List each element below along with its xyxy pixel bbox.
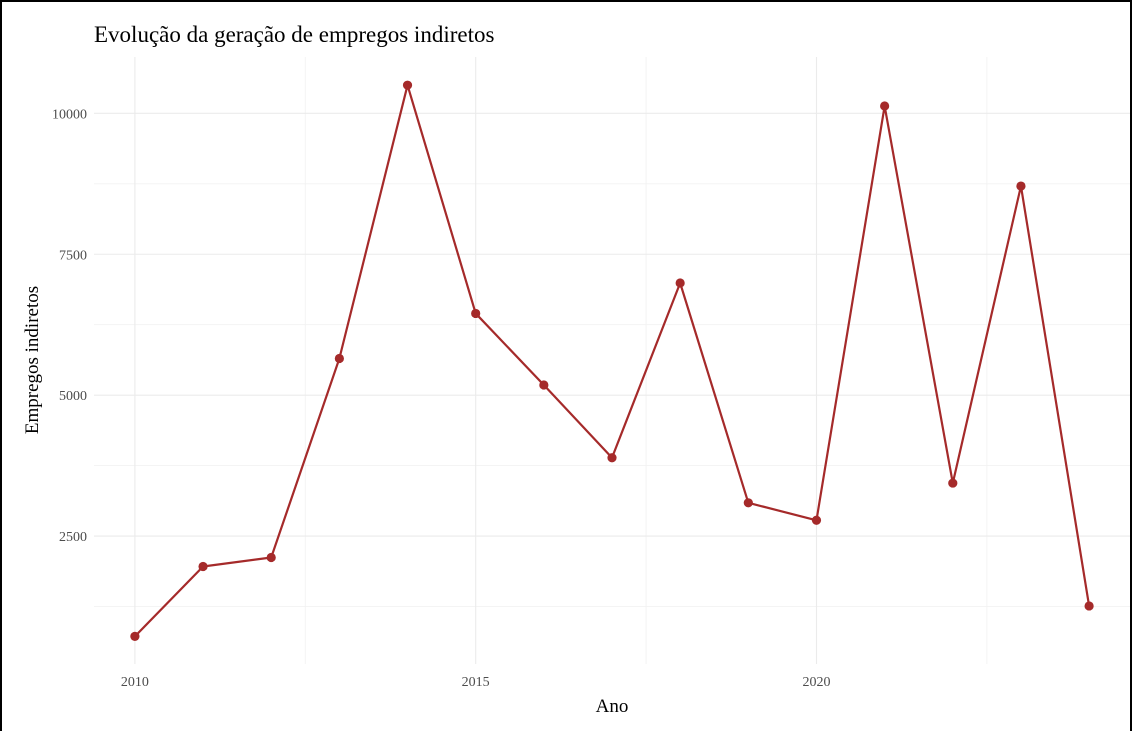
data-point [948,478,958,488]
data-point [402,80,413,90]
data-point [743,498,753,508]
x-tick-label: 2010 [121,675,149,690]
data-point [334,353,344,364]
data-point [1016,181,1026,191]
series-layer [130,80,1094,641]
minor-gridlines [94,57,1130,664]
data-point [675,278,685,288]
x-tick-label: 2015 [462,675,490,690]
data-point [471,308,481,319]
data-point [811,515,822,525]
data-point [880,101,890,111]
data-point [1084,601,1094,611]
data-point [198,561,208,572]
y-tick-label: 10000 [52,107,87,122]
data-point [266,552,276,563]
major-gridlines [94,57,1130,664]
y-tick-label: 2500 [59,530,87,545]
x-axis-title: Ano [596,696,629,717]
series-line [133,84,1091,638]
y-tick-label: 5000 [59,389,87,404]
data-point [607,453,617,463]
tick-labels: 2010 2015 2020 2500 5000 7500 10000 [52,107,830,690]
y-tick-label: 7500 [59,248,87,263]
data-point [539,380,549,390]
y-axis-title: Empregos indiretos [22,286,43,434]
data-point [130,631,140,641]
chart-title: Evolução da geração de empregos indireto… [94,22,494,47]
x-tick-label: 2020 [802,675,830,690]
